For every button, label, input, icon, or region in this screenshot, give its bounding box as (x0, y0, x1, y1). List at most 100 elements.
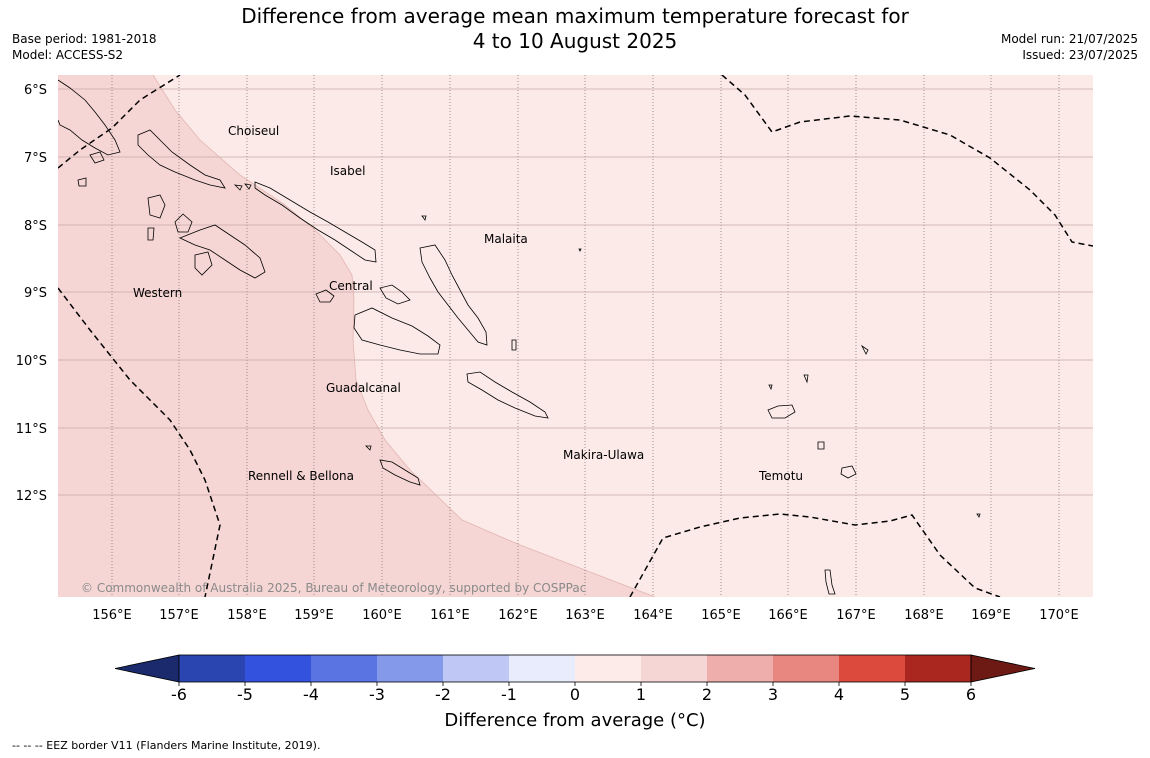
lon-label: 168°E (904, 608, 944, 623)
lon-label: 158°E (227, 608, 267, 623)
isabel-coast (254, 181, 377, 263)
bougainville-coast (58, 79, 121, 156)
lat-label: 6°S (24, 83, 47, 98)
colorbar-tick-label: -6 (171, 685, 187, 704)
santa-cruz-coast (767, 404, 796, 419)
lon-label: 169°E (971, 608, 1011, 623)
zone-boundary (152, 75, 656, 597)
eez-border-tuvalu (721, 75, 1093, 247)
colorbar-tick-label: 2 (702, 685, 712, 704)
label-temotu: Temotu (758, 469, 803, 483)
label-choiseul: Choiseul (228, 124, 279, 138)
colorbar-tick-label: -5 (237, 685, 253, 704)
graticule (58, 75, 1093, 597)
label-central: Central (329, 279, 373, 293)
eez-legend-note: -- -- -- EEZ border V11 (Flanders Marine… (12, 739, 321, 752)
lon-label: 159°E (294, 608, 334, 623)
chart-title: Difference from average mean maximum tem… (0, 4, 1150, 54)
isabel-islets (233, 183, 252, 191)
longitude-labels: 156°E 157°E 158°E 159°E 160°E 161°E 162°… (92, 608, 1079, 623)
colorbar-tick-label: -4 (303, 685, 319, 704)
colorbar-swatch (443, 655, 509, 682)
lon-label: 163°E (565, 608, 605, 623)
choiseul-coast (137, 129, 226, 189)
colorbar-tick-label: 0 (570, 685, 580, 704)
colorbar-swatch (509, 655, 575, 682)
lon-label: 166°E (768, 608, 808, 623)
colorbar-label: Difference from average (°C) (444, 710, 706, 731)
colorbar-swatch (905, 655, 971, 682)
coastlines (58, 79, 981, 595)
lon-label: 167°E (836, 608, 876, 623)
title-line-2: 4 to 10 August 2025 (472, 29, 678, 53)
colorbar-swatch (773, 655, 839, 682)
colorbar-swatch (839, 655, 905, 682)
lon-label: 162°E (498, 608, 538, 623)
bellona-coast (365, 445, 372, 451)
rendova-coast (194, 251, 213, 276)
model-run: Model run: 21/07/2025 (1000, 32, 1138, 46)
label-western: Western (133, 286, 182, 300)
stewart-islands (860, 344, 869, 355)
colorbar-over-arrow (970, 654, 1036, 683)
malaita-islet-north (421, 215, 427, 221)
ranongga-coast (147, 227, 155, 241)
vella-lavella-coast (147, 194, 166, 219)
lon-label: 161°E (430, 608, 470, 623)
colorbar-swatch (311, 655, 377, 682)
rennell-coast (379, 459, 421, 486)
lat-label: 7°S (24, 151, 47, 166)
utupua-coast (817, 441, 825, 450)
label-guadalcanal: Guadalcanal (326, 381, 401, 395)
lat-label: 12°S (16, 489, 47, 504)
lat-label: 8°S (24, 219, 47, 234)
colorbar-swatch (377, 655, 443, 682)
reef-islands (768, 384, 773, 391)
lon-label: 165°E (701, 608, 741, 623)
label-makira-ulawa: Makira-Ulawa (563, 448, 644, 462)
kolombangara-coast (174, 213, 193, 233)
label-rennell-bellona: Rennell & Bellona (248, 469, 354, 483)
small-malaita-coast (511, 339, 517, 351)
colorbar-tick-label: -3 (369, 685, 385, 704)
title-line-1: Difference from average mean maximum tem… (241, 4, 909, 28)
lat-label: 10°S (16, 354, 47, 369)
label-isabel: Isabel (330, 164, 365, 178)
label-malaita: Malaita (484, 232, 528, 246)
lon-label: 157°E (159, 608, 199, 623)
lon-label: 156°E (92, 608, 132, 623)
colorbar-tick-label: -2 (435, 685, 451, 704)
lon-label: 164°E (633, 608, 673, 623)
colorbar-tick-label: -1 (501, 685, 517, 704)
colorbar-swatch (245, 655, 311, 682)
lon-label: 160°E (362, 608, 402, 623)
colorbar-tick-label: 3 (768, 685, 778, 704)
bougainville-islet (89, 151, 105, 164)
eez-border-vanuatu (629, 513, 1001, 597)
makira-coast (466, 371, 549, 419)
shortland-islet (77, 177, 87, 187)
colorbar-tick-label: 1 (636, 685, 646, 704)
lon-label: 170°E (1039, 608, 1079, 623)
model-name: Model: ACCESS-S2 (12, 48, 124, 62)
colorbar-swatch (641, 655, 707, 682)
meta-right: Model run: 21/07/2025 Issued: 23/07/2025 (1001, 31, 1138, 63)
eez-border-png-north (58, 75, 181, 169)
issued-date: Issued: 23/07/2025 (1022, 48, 1138, 62)
eez-border-png-west (58, 287, 221, 597)
colorbar-swatch (575, 655, 641, 682)
malaita-coast (419, 244, 488, 346)
florida-islands-coast (379, 284, 411, 305)
latitude-labels: 6°S 7°S 8°S 9°S 10°S 11°S 12°S (16, 83, 47, 504)
vanikoro-coast (840, 465, 857, 479)
new-georgia-coast (178, 224, 266, 279)
colorbar-swatch (179, 655, 245, 682)
colorbar: -6 -5 -4 -3 -2 -1 0 1 2 3 4 5 6 (114, 654, 1036, 704)
colorbar-tick-label: 4 (834, 685, 844, 704)
anomaly-fill (58, 75, 1093, 597)
meta-left: Base period: 1981-2018 Model: ACCESS-S2 (12, 31, 157, 63)
tikopia-torres (824, 569, 836, 595)
colorbar-tick-label: 6 (966, 685, 976, 704)
copyright-notice: © Commonwealth of Australia 2025, Bureau… (81, 581, 586, 595)
